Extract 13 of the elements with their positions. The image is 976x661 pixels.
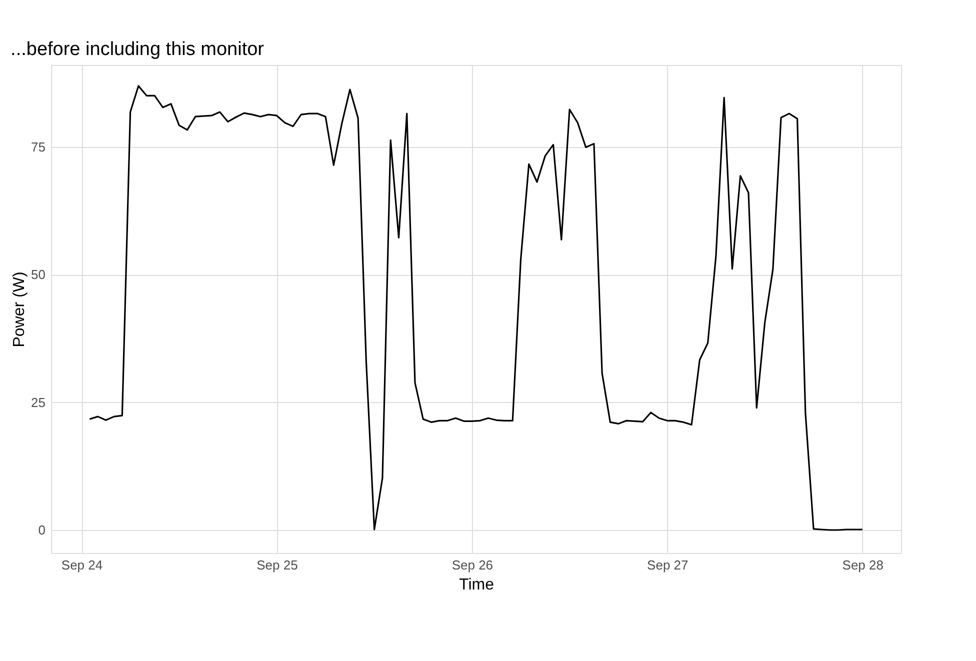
chart-title: ...before including this monitor xyxy=(10,39,265,60)
y-tick-label: 75 xyxy=(31,139,46,154)
x-tick-label: Sep 27 xyxy=(647,558,688,572)
y-axis-title: Power (W) xyxy=(11,272,28,348)
y-tick-label: 0 xyxy=(38,522,46,538)
x-tick-label: Sep 25 xyxy=(256,558,298,572)
x-tick-label: Sep 28 xyxy=(842,558,884,572)
x-tick-label: Sep 24 xyxy=(61,558,103,572)
x-axis-title: Time xyxy=(459,576,494,594)
x-tick-label: Sep 26 xyxy=(452,558,494,572)
y-tick-label: 25 xyxy=(31,394,46,410)
y-tick-label: 50 xyxy=(31,267,46,282)
line-series xyxy=(88,85,864,531)
